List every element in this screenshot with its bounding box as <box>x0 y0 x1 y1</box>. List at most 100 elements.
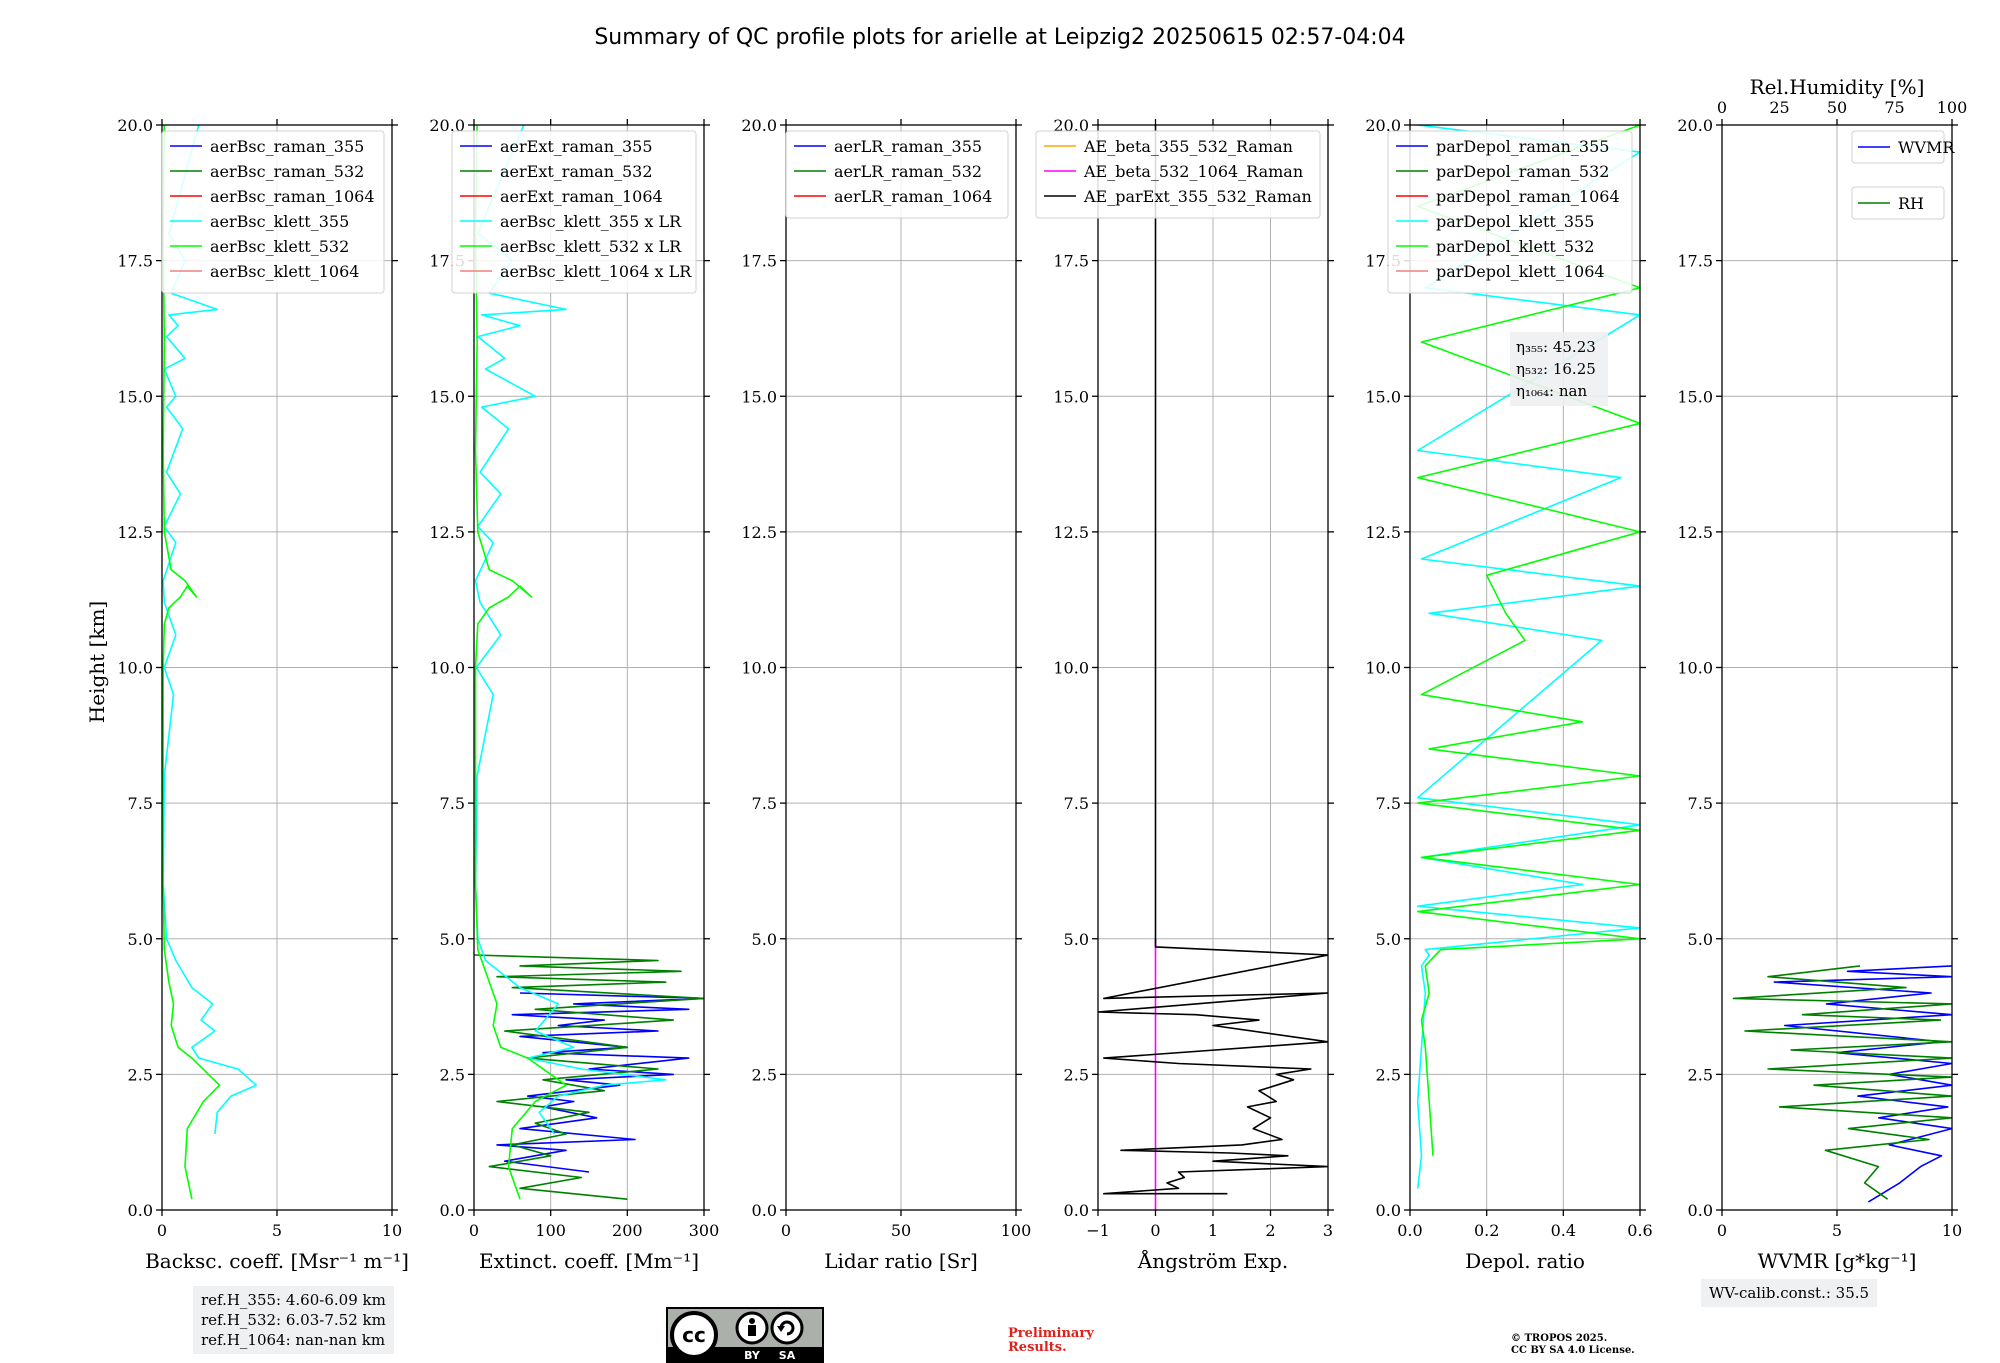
legend-label: aerLR_raman_355 <box>834 137 982 156</box>
copyright-note: © TROPOS 2025. CC BY SA 4.0 License. <box>1511 1333 1635 1357</box>
legend: aerLR_raman_355 aerLR_raman_532 aerLR_rama… <box>785 130 1009 219</box>
y-tick-label: 12.5 <box>1053 523 1089 542</box>
y-tick-label: 12.5 <box>1677 523 1713 542</box>
series-line-rh <box>1732 965 1952 1200</box>
x-tick-label: 200 <box>612 1221 643 1240</box>
y-tick-label: 2.5 <box>440 1065 465 1084</box>
y-tick-label: 0.0 <box>1688 1201 1713 1220</box>
series-group <box>1732 965 1952 1203</box>
x2-tick-label: 100 <box>1937 98 1968 117</box>
legend-label: parDepol_raman_355 <box>1436 137 1609 156</box>
y-tick-label: 0.0 <box>1376 1201 1401 1220</box>
legend: parDepol_raman_355 parDepol_raman_532 parD… <box>1387 130 1633 294</box>
y-tick-label: 12.5 <box>117 523 153 542</box>
legend-box <box>785 130 1009 219</box>
series-line-pardepol-klett-532 <box>1416 125 1640 1156</box>
x2-tick-label: 50 <box>1827 98 1847 117</box>
y-tick-label: 17.5 <box>1677 252 1713 271</box>
cc-by-label: BY <box>744 1349 761 1362</box>
x2-tick-label: 75 <box>1884 98 1904 117</box>
y-tick-label: 20.0 <box>117 116 153 135</box>
legend-label: parDepol_raman_1064 <box>1436 187 1620 206</box>
y-tick-label: 15.0 <box>429 387 465 406</box>
legend-box <box>1851 130 1945 164</box>
y-tick-label: 7.5 <box>440 794 465 813</box>
y-tick-label: 5.0 <box>1688 930 1713 949</box>
legend-label: parDepol_klett_532 <box>1436 237 1594 256</box>
legend-label: aerBsc_klett_355 <box>210 212 349 231</box>
panel-frame <box>1409 124 1641 1211</box>
legend: aerExt_raman_355 aerExt_raman_532 aerExt_r… <box>451 130 697 294</box>
legend-label: aerBsc_klett_532 <box>210 237 349 256</box>
x-tick-label: 0 <box>781 1221 791 1240</box>
y-tick-label: 15.0 <box>117 387 153 406</box>
x2-axis-label: Rel.Humidity [%] <box>1750 75 1925 99</box>
legend-box <box>451 130 697 294</box>
legend-label: aerLR_raman_1064 <box>834 187 992 206</box>
wv-calibration-box: WV-calib.const.: 35.5 <box>1701 1279 1878 1307</box>
legend-label: aerBsc_raman_532 <box>210 162 364 181</box>
preliminary-results-note: Preliminary Results. <box>1008 1327 1094 1355</box>
series-group <box>1098 125 1328 1210</box>
x-axis-label: Backsc. coeff. [Msr⁻¹ m⁻¹] <box>145 1249 409 1273</box>
panel-6: 0.02.55.07.510.012.515.017.520.00 5 100 25 5… <box>1677 75 1967 1273</box>
y-tick-label: 20.0 <box>429 116 465 135</box>
x-tick-label: 0 <box>1150 1221 1160 1240</box>
x-tick-label: 0 <box>157 1221 167 1240</box>
legend-label: aerBsc_klett_355 x LR <box>500 212 682 231</box>
preliminary-line-1: Preliminary <box>1008 1326 1094 1341</box>
eta-annotation-line: η₁₀₆₄: nan <box>1516 382 1587 400</box>
y-tick-label: 20.0 <box>741 116 777 135</box>
legend-label: aerBsc_klett_1064 x LR <box>500 262 692 281</box>
legend-label: aerExt_raman_532 <box>500 162 653 181</box>
plot-panels: 0.02.55.07.510.012.515.017.520.00 5 10Back… <box>117 75 1967 1273</box>
y-tick-label: 5.0 <box>128 930 153 949</box>
legend-box <box>161 130 385 294</box>
x-tick-label: 3 <box>1323 1221 1333 1240</box>
y-tick-label: 10.0 <box>1365 659 1401 678</box>
y-tick-label: 7.5 <box>752 794 777 813</box>
copyright-line-2: CC BY SA 4.0 License. <box>1511 1345 1635 1356</box>
legend-label: parDepol_raman_532 <box>1436 162 1609 181</box>
figure-y-axis-label: Height [km] <box>85 601 109 723</box>
series-line-aerbsc-klett-532 <box>162 125 221 1200</box>
legend-label: aerBsc_raman_355 <box>210 137 364 156</box>
panel-frame <box>1097 124 1329 1211</box>
y-tick-label: 2.5 <box>1376 1065 1401 1084</box>
y-tick-label: 5.0 <box>1064 930 1089 949</box>
legend: WVMR RH <box>1851 130 1955 220</box>
x-tick-label: 1 <box>1208 1221 1218 1240</box>
x-tick-label: 10 <box>382 1221 402 1240</box>
y-tick-label: 15.0 <box>1365 387 1401 406</box>
y-tick-label: 20.0 <box>1677 116 1713 135</box>
y-tick-label: 7.5 <box>1064 794 1089 813</box>
series-line-ae-parext-355-532-raman <box>1098 125 1328 1195</box>
x-tick-label: 2 <box>1265 1221 1275 1240</box>
x-tick-label: 0.6 <box>1627 1221 1652 1240</box>
legend: AE_beta_355_532_Raman AE_beta_532_1064_Ra… <box>1035 130 1321 219</box>
y-tick-label: 15.0 <box>741 387 777 406</box>
legend-label: AE_beta_532_1064_Raman <box>1083 162 1303 181</box>
series-group <box>1416 125 1640 1189</box>
x-axis-label: Ångström Exp. <box>1137 1248 1288 1273</box>
x-tick-label: 100 <box>1001 1221 1032 1240</box>
legend-box <box>1035 130 1321 219</box>
share-alike-icon <box>770 1311 804 1345</box>
x-tick-label: 5 <box>272 1221 282 1240</box>
x2-tick-label: 25 <box>1769 98 1789 117</box>
legend-label: AE_parExt_355_532_Raman <box>1083 187 1312 206</box>
eta-annotation-box <box>1510 332 1608 406</box>
legend-label: WVMR <box>1898 138 1955 157</box>
legend-label: aerBsc_raman_1064 <box>210 187 375 206</box>
x-tick-label: 10 <box>1942 1221 1962 1240</box>
reference-heights-box: ref.H_355: 4.60-6.09 km ref.H_532: 6.03-… <box>193 1286 394 1354</box>
legend-label: parDepol_klett_355 <box>1436 212 1594 231</box>
panel-4: 0.0 2.5 5.0 7.5 10.0 12.5 15.0 17.5 20.0 −1 0 1 2 3 Ån… <box>1035 116 1334 1273</box>
legend-box <box>1387 130 1633 294</box>
y-tick-label: 10.0 <box>1677 659 1713 678</box>
x-tick-label: −1 <box>1086 1221 1110 1240</box>
y-tick-label: 7.5 <box>128 794 153 813</box>
y-tick-label: 10.0 <box>741 659 777 678</box>
y-tick-label: 2.5 <box>1688 1065 1713 1084</box>
